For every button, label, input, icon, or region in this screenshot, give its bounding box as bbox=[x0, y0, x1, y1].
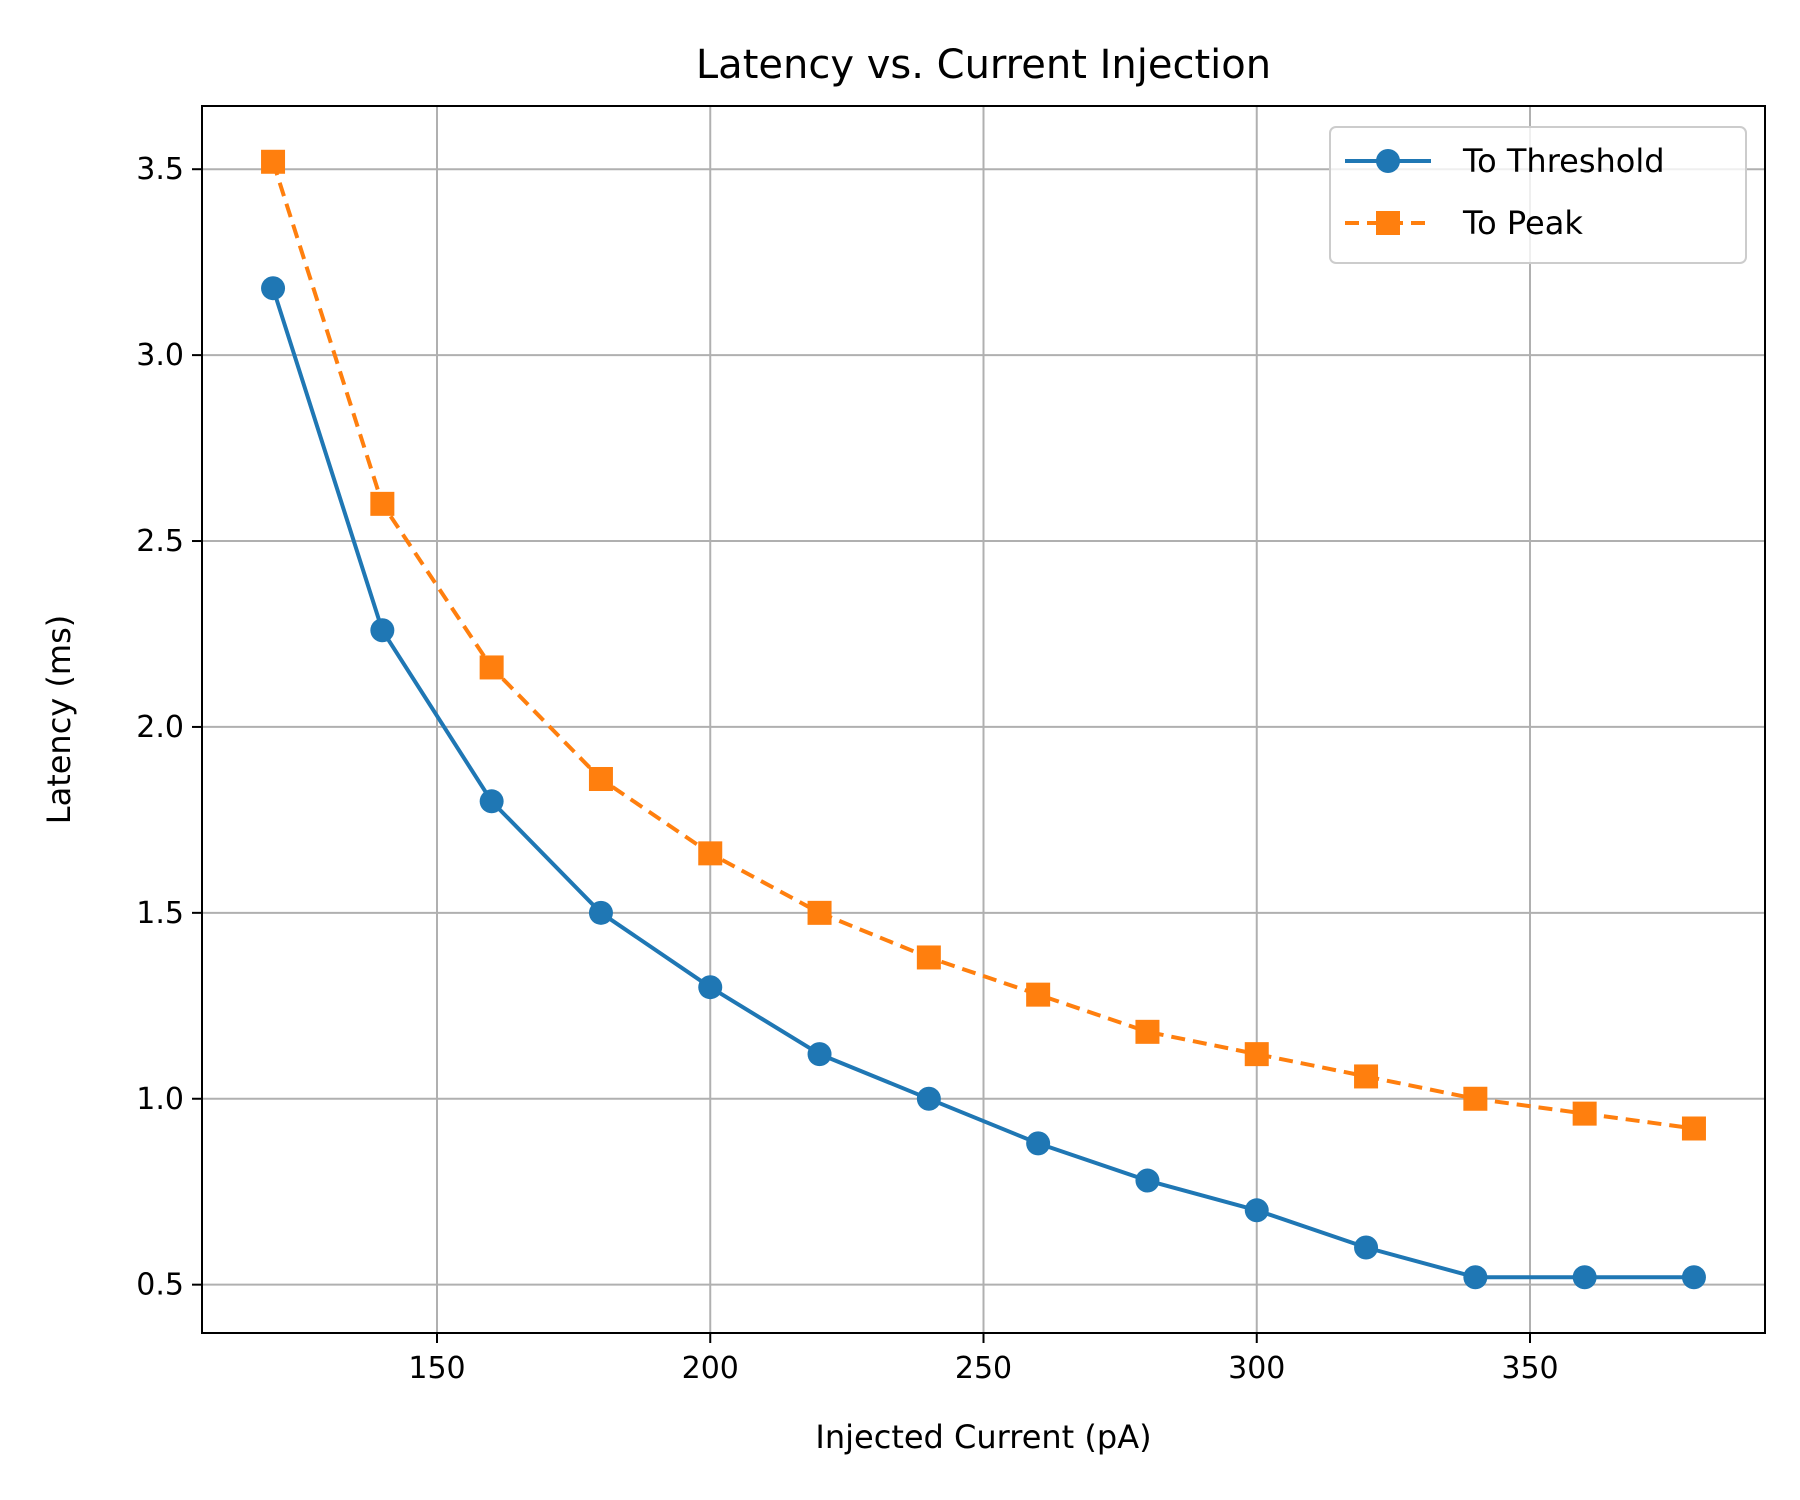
data-point-to-peak bbox=[370, 491, 395, 516]
x-tick-label: 300 bbox=[1228, 1351, 1285, 1386]
y-axis-label: Latency (ms) bbox=[40, 615, 78, 824]
data-point-to-peak bbox=[588, 766, 613, 791]
y-tick-label: 1.0 bbox=[136, 1082, 184, 1117]
data-point-to-peak bbox=[1572, 1101, 1597, 1126]
legend-label-to-threshold: To Threshold bbox=[1462, 142, 1665, 180]
data-point-to-threshold bbox=[1572, 1265, 1597, 1290]
data-point-to-threshold bbox=[1244, 1198, 1269, 1223]
data-point-to-peak bbox=[807, 900, 832, 925]
data-point-to-peak bbox=[916, 945, 941, 970]
legend-box bbox=[1329, 126, 1747, 264]
x-tick-label: 150 bbox=[408, 1351, 465, 1386]
y-tick-label: 2.0 bbox=[136, 710, 184, 745]
legend-marker-to-peak bbox=[1376, 211, 1400, 235]
data-point-to-peak bbox=[1135, 1019, 1160, 1044]
data-point-to-peak bbox=[1354, 1064, 1379, 1089]
grid bbox=[202, 106, 1765, 1333]
series-layer bbox=[261, 149, 1706, 1290]
data-point-to-peak bbox=[479, 655, 504, 680]
x-tick-label: 250 bbox=[955, 1351, 1012, 1386]
data-point-to-threshold bbox=[588, 900, 613, 925]
legend: To Threshold To Peak bbox=[1329, 126, 1747, 264]
legend-label-to-peak: To Peak bbox=[1462, 204, 1583, 242]
data-point-to-threshold bbox=[807, 1042, 832, 1067]
y-tick-label: 1.5 bbox=[136, 896, 184, 931]
data-point-to-threshold bbox=[1681, 1265, 1706, 1290]
axis-ticks: 150 200 250 300 350 0.5 1.0 1.5 2.0 2.5 3.0 3.5 bbox=[136, 152, 1558, 1386]
y-tick-label: 3.5 bbox=[136, 152, 184, 187]
data-point-to-threshold bbox=[916, 1086, 941, 1111]
data-point-to-threshold bbox=[1463, 1265, 1488, 1290]
data-point-to-threshold bbox=[1135, 1168, 1160, 1193]
legend-marker-to-threshold bbox=[1376, 149, 1400, 173]
data-point-to-peak bbox=[698, 841, 723, 866]
chart-title: Latency vs. Current Injection bbox=[696, 42, 1271, 88]
legend-entries: To Threshold To Peak bbox=[1345, 142, 1665, 242]
data-point-to-peak bbox=[1244, 1042, 1269, 1067]
x-axis-label: Injected Current (pA) bbox=[815, 1418, 1151, 1456]
data-point-to-peak bbox=[1463, 1086, 1488, 1111]
series-line-to-peak bbox=[271, 161, 1695, 1131]
data-point-to-threshold bbox=[698, 975, 723, 1000]
y-tick-label: 0.5 bbox=[136, 1268, 184, 1303]
x-tick-label: 350 bbox=[1501, 1351, 1558, 1386]
data-point-to-threshold bbox=[261, 276, 286, 301]
data-point-to-peak bbox=[1681, 1116, 1706, 1141]
y-tick-label: 2.5 bbox=[136, 524, 184, 559]
data-point-to-threshold bbox=[1354, 1235, 1379, 1260]
data-point-to-peak bbox=[261, 149, 286, 174]
series-line-to-threshold bbox=[271, 287, 1694, 1280]
x-tick-label: 200 bbox=[682, 1351, 739, 1386]
y-tick-label: 3.0 bbox=[136, 338, 184, 373]
data-point-to-threshold bbox=[370, 618, 395, 643]
data-point-to-threshold bbox=[1026, 1131, 1051, 1156]
data-point-to-peak bbox=[1026, 982, 1051, 1007]
data-point-to-threshold bbox=[479, 789, 504, 814]
